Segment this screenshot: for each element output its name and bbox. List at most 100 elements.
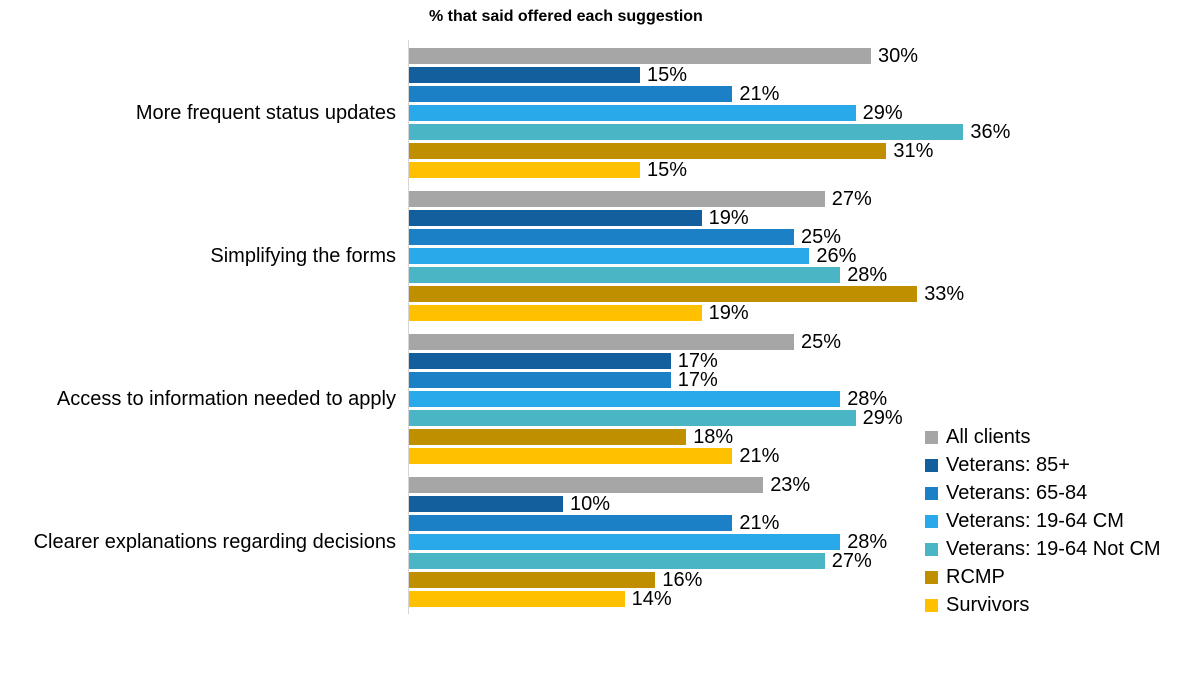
bar: [409, 162, 640, 178]
bar-row: 21%: [409, 83, 1010, 105]
bar-row: 16%: [409, 570, 887, 590]
legend-swatch-icon: [925, 514, 938, 528]
bar-row: 25%: [409, 331, 903, 353]
legend-label: Veterans: 19-64 CM: [946, 509, 1124, 532]
legend-item: RCMP: [925, 563, 1161, 591]
bar-value-label: 28%: [847, 388, 888, 410]
bar-row: 31%: [409, 140, 1010, 162]
category-group: Access to information needed to apply 25%…: [0, 331, 1200, 467]
bar-value-label: 29%: [862, 102, 903, 124]
bar: [409, 48, 871, 64]
bar-row: 21%: [409, 445, 903, 467]
category-label: Simplifying the forms: [210, 244, 396, 267]
bar-value-label: 26%: [816, 245, 857, 267]
bar-row: 18%: [409, 426, 903, 448]
bar-row: 26%: [409, 245, 964, 267]
bar: [409, 591, 625, 607]
bar-row: 36%: [409, 121, 1011, 143]
bar-value-label: 25%: [801, 331, 842, 353]
category-label: Access to information needed to apply: [56, 387, 396, 410]
bar: [409, 353, 671, 369]
bar-value-label: 25%: [801, 226, 842, 248]
category-label: More frequent status updates: [135, 101, 396, 124]
bar-value-label: 30%: [878, 45, 919, 67]
bar-value-label: 19%: [708, 207, 749, 229]
bar: [409, 477, 764, 493]
bar-value-label: 10%: [570, 493, 611, 515]
bar: [409, 572, 656, 588]
bar: [409, 410, 856, 426]
bar-row: 30%: [409, 45, 1010, 67]
legend-label: RCMP: [946, 565, 1005, 588]
bar: [409, 515, 733, 531]
bar-row: 29%: [409, 102, 1010, 124]
bar-value-label: 28%: [847, 531, 888, 553]
bar: [409, 143, 887, 159]
legend-item: Veterans: 19-64 CM: [925, 507, 1161, 535]
legend-swatch-icon: [925, 430, 938, 444]
bar: [409, 496, 563, 512]
bar: [409, 534, 841, 550]
bar-row: 19%: [409, 207, 964, 229]
bar-value-label: 18%: [693, 426, 734, 448]
legend-item: All clients: [925, 423, 1161, 451]
plot-area: More frequent status updates 30% 15% 21% 29%…: [0, 45, 1200, 620]
legend-label: All clients: [946, 425, 1031, 448]
bar-cluster: 27% 19% 25% 26% 28% 33% 19%: [409, 188, 964, 324]
bar-value-label: 27%: [831, 550, 872, 572]
bar: [409, 248, 810, 264]
bar-row: 33%: [409, 284, 964, 304]
category-group: Simplifying the forms 27% 19% 25% 26% 28% 33% 1…: [0, 188, 1200, 324]
bar-value-label: 27%: [831, 188, 872, 210]
legend-swatch-icon: [925, 458, 938, 472]
bar-row: 23%: [409, 475, 887, 495]
bar-value-label: 21%: [739, 512, 780, 534]
bar-row: 29%: [409, 407, 903, 429]
legend-label: Survivors: [946, 593, 1030, 616]
bar: [409, 553, 825, 569]
bar-value-label: 31%: [893, 140, 934, 162]
legend: All clients Veterans: 85+ Veterans: 65-84 V…: [925, 423, 1161, 619]
bar: [409, 67, 640, 83]
bar-row: 17%: [409, 369, 903, 391]
bar-row: 14%: [409, 588, 887, 610]
legend-item: Veterans: 19-64 Not CM: [925, 535, 1161, 563]
legend-swatch-icon: [925, 486, 938, 500]
bar-row: 28%: [409, 388, 903, 410]
bar: [409, 448, 733, 464]
bar-row: 15%: [409, 160, 1010, 180]
bar-value-label: 36%: [970, 121, 1011, 143]
bar-row: 19%: [409, 302, 964, 324]
bar-value-label: 21%: [739, 83, 780, 105]
bar: [409, 267, 841, 283]
bar-value-label: 17%: [677, 350, 718, 372]
bar: [409, 305, 702, 321]
bar-row: 21%: [409, 512, 887, 534]
bar-value-label: 17%: [677, 369, 718, 391]
bar-row: 28%: [409, 264, 964, 286]
bar: [409, 372, 671, 388]
bar-value-label: 28%: [847, 264, 888, 286]
legend-item: Veterans: 65-84: [925, 479, 1161, 507]
bar-value-label: 14%: [631, 588, 672, 610]
bar: [409, 391, 841, 407]
bar-row: 15%: [409, 64, 1010, 86]
bar: [409, 286, 918, 302]
bar-value-label: 15%: [647, 64, 688, 86]
bar: [409, 229, 794, 245]
bar-row: 28%: [409, 531, 888, 553]
category-group: More frequent status updates 30% 15% 21% 29%…: [0, 45, 1200, 180]
legend-swatch-icon: [925, 598, 938, 612]
legend-item: Survivors: [925, 591, 1161, 619]
bar-value-label: 29%: [862, 407, 903, 429]
bar: [409, 334, 794, 350]
legend-label: Veterans: 19-64 Not CM: [946, 537, 1161, 560]
bar: [409, 429, 687, 445]
bar-value-label: 21%: [739, 445, 780, 467]
bar-row: 17%: [409, 350, 903, 372]
bar-row: 25%: [409, 226, 964, 248]
bar-value-label: 19%: [708, 302, 749, 324]
bar-row: 27%: [409, 188, 964, 210]
bar: [409, 210, 702, 226]
